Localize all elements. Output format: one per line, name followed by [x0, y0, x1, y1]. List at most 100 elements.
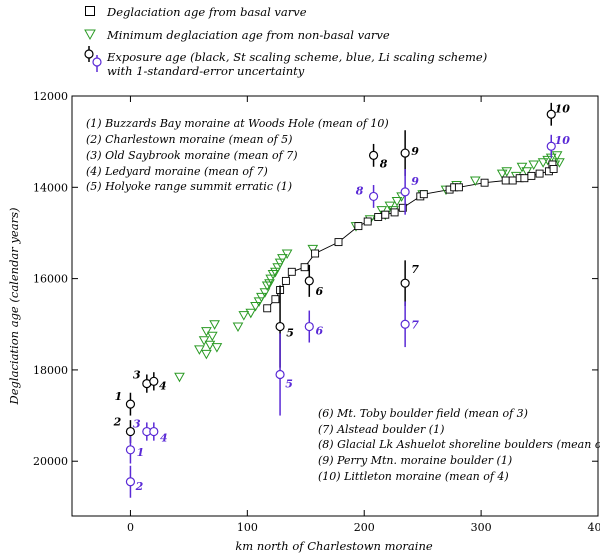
- basal-varve-point: [419, 190, 428, 199]
- exposure-st-point-9: [400, 148, 410, 158]
- x-axis: 0 100 200 300 400: [127, 96, 600, 534]
- non-basal-varve-point: [554, 158, 565, 168]
- site-note-5: (5) Holyoke range summit erratic (1): [86, 180, 292, 193]
- legend-label-non-basal-varve: Minimum deglaciation age from non-basal …: [106, 28, 390, 42]
- exposure-st-label-3: 3: [133, 369, 141, 382]
- site-note-6: (6) Mt. Toby boulder field (mean of 3): [318, 407, 528, 420]
- non-basal-varve-point: [259, 288, 271, 298]
- exposure-st-label-9: 9: [411, 145, 419, 158]
- non-basal-varve-point: [198, 336, 210, 346]
- exposure-st-point-8: [368, 150, 379, 160]
- non-basal-varve-point: [201, 327, 212, 337]
- exposure-li-point-7: [400, 319, 410, 329]
- non-basal-varve-point: [281, 249, 293, 260]
- y-tick-label: 18000: [33, 364, 68, 377]
- exposure-li-label-5: 5: [285, 377, 293, 390]
- plot-frame: [71, 95, 599, 517]
- site-note-9: (9) Perry Mtn. moraine boulder (1): [318, 454, 512, 467]
- basal-varve-point: [527, 171, 536, 180]
- non-basal-varve-point: [307, 244, 319, 255]
- non-basal-varve-point: [174, 372, 185, 383]
- basal-varve-point: [363, 217, 372, 226]
- site-notes-top: (1) Buzzards Bay moraine at Woods Hole (…: [86, 117, 389, 193]
- x-tick-label: 0: [127, 521, 134, 534]
- basal-varve-point: [549, 165, 558, 173]
- non-basal-varve-point: [277, 254, 288, 264]
- exposure-li-label-1: 1: [137, 446, 145, 459]
- exposure-li-point-6: [304, 321, 314, 332]
- x-axis-title: km north of Charlestown moraine: [235, 539, 433, 553]
- y-tick-label: 14000: [33, 181, 68, 194]
- y-axis-title: Deglaciation age (calendar years): [7, 208, 21, 406]
- basal-varve-point: [381, 210, 390, 219]
- basal-varve-point: [520, 174, 529, 183]
- legend-triangle-marker: [84, 29, 96, 41]
- exposure-st-label-10: 10: [555, 102, 571, 115]
- x-tick-label: 400: [588, 521, 600, 534]
- basal-varve-point: [480, 178, 489, 187]
- exposure-st-point-5: [275, 321, 285, 332]
- exposure-li-label-8: 8: [356, 184, 364, 197]
- legend-circle-black: [84, 49, 94, 59]
- non-basal-varve-point: [201, 349, 212, 360]
- exposure-st-label-4: 4: [159, 379, 167, 392]
- exposure-li-label-2: 2: [135, 480, 144, 493]
- non-basal-varve-point: [209, 320, 220, 330]
- basal-varve-point: [354, 222, 363, 231]
- non-basal-varve-point: [376, 206, 388, 216]
- basal-varve-point: [508, 176, 517, 185]
- basal-varve-point: [535, 169, 544, 178]
- non-basal-varve-point: [264, 279, 275, 289]
- exposure-st-point-7: [400, 278, 410, 288]
- non-basal-varve-point: [501, 167, 513, 177]
- y-axis: 12000 14000 16000 18000 20000: [33, 90, 598, 468]
- x-tick-label: 100: [237, 521, 258, 534]
- y-tick-label: 12000: [33, 90, 68, 103]
- non-basal-varve-point: [528, 160, 540, 171]
- non-basal-varve-point: [204, 340, 216, 351]
- site-note-1: (1) Buzzards Bay moraine at Woods Hole (…: [86, 117, 389, 130]
- basal-varve-point: [398, 203, 407, 212]
- non-basal-varve-point: [521, 167, 533, 177]
- exposure-li-label-9: 9: [411, 175, 419, 188]
- non-basal-varve-point: [391, 197, 403, 207]
- exposure-li-label-3: 3: [133, 418, 141, 431]
- legend: Deglaciation age from basal varve Minimu…: [84, 5, 487, 78]
- basal-varve-point: [390, 208, 399, 217]
- legend-label-exposure-age-line2: with 1-standard-error uncertainty: [107, 64, 305, 78]
- non-basal-varve-point: [238, 311, 250, 321]
- exposure-li-label-6: 6: [315, 325, 323, 338]
- exposure-st-point-4: [149, 376, 159, 386]
- exposure-li-label-10: 10: [555, 134, 571, 147]
- non-basal-varve-point: [206, 331, 218, 342]
- x-tick-label: 300: [471, 521, 492, 534]
- legend-label-exposure-age: Exposure age (black, St scaling scheme, …: [106, 50, 487, 64]
- basal-varve-point: [374, 213, 383, 221]
- x-tick-label: 200: [354, 521, 375, 534]
- site-notes-bottom: (6) Mt. Toby boulder field (mean of 3) (…: [318, 407, 600, 483]
- legend-circle-blue: [92, 57, 102, 67]
- site-note-10: (10) Littleton moraine (mean of 4): [318, 470, 509, 483]
- legend-square-marker: [85, 6, 95, 16]
- exposure-li-point-1: [125, 445, 136, 455]
- non-basal-varve-point: [261, 281, 273, 292]
- non-basal-varve-point: [267, 270, 279, 280]
- basal-varve-point: [501, 176, 510, 185]
- exposure-st-point-1: [125, 399, 136, 409]
- site-note-8: (8) Glacial Lk Ashuelot shoreline boulde…: [318, 438, 600, 451]
- basal-varve-point: [271, 295, 280, 304]
- non-basal-varve-point: [232, 322, 244, 333]
- y-tick-label: 16000: [33, 273, 68, 286]
- non-basal-varve-point: [496, 169, 508, 180]
- basal-varve-markers: [263, 160, 558, 313]
- non-basal-varve-point: [537, 158, 549, 168]
- exposure-li-point-9: [400, 187, 410, 197]
- exposure-st-label-5: 5: [286, 327, 294, 340]
- basal-varve-point: [311, 249, 320, 258]
- exposure-st-label-6: 6: [315, 285, 323, 298]
- exposure-st-point-6: [304, 276, 314, 286]
- exposure-li-point-4: [149, 426, 159, 437]
- exposure-st-label-7: 7: [411, 263, 419, 276]
